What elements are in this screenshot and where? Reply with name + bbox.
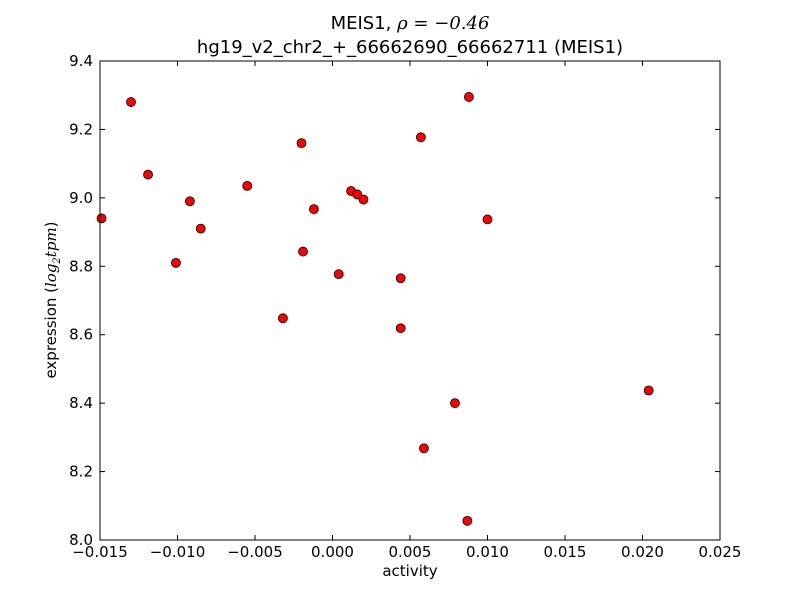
y-tick-label: 8.0 <box>69 531 93 549</box>
x-tick-label: −0.005 <box>227 543 283 561</box>
x-tick-label: 0.015 <box>544 543 587 561</box>
data-point-7 <box>277 313 288 324</box>
data-point-10 <box>308 204 319 215</box>
y-axis-label-subscript: 2 <box>52 257 63 264</box>
title-line: MEIS1, ρ = −0.46 <box>331 13 490 34</box>
title-correlation: ρ = −0.46 <box>396 13 489 34</box>
data-points <box>96 92 654 526</box>
data-point-19 <box>450 398 460 409</box>
data-point-23 <box>643 385 654 396</box>
x-tick-label: −0.015 <box>72 543 128 561</box>
data-point-1 <box>126 97 136 107</box>
y-axis-label: expression (log2tpm) <box>42 221 63 378</box>
data-point-15 <box>395 273 406 284</box>
y-tick-label: 9.4 <box>69 52 93 70</box>
y-axis-label-text: expression ( <box>42 287 60 379</box>
data-point-11 <box>333 269 344 280</box>
y-axis-label-unit: tpm <box>42 227 60 257</box>
data-point-20 <box>462 515 473 526</box>
x-tick-label: 0.020 <box>621 543 664 561</box>
y-tick-label: 8.4 <box>69 394 93 412</box>
y-axis-label-log: log <box>42 264 60 287</box>
y-tick-label: 9.0 <box>69 189 93 207</box>
x-tick-label: −0.010 <box>150 543 206 561</box>
data-point-18 <box>419 443 429 454</box>
data-point-9 <box>298 246 308 257</box>
y-tick-label: 9.2 <box>69 120 93 138</box>
data-point-0 <box>96 213 107 224</box>
plot-frame <box>99 60 721 541</box>
x-tick-label: 0.025 <box>699 543 742 561</box>
data-point-2 <box>143 169 153 180</box>
data-point-5 <box>195 223 206 234</box>
data-point-22 <box>482 214 493 225</box>
data-point-4 <box>184 196 195 207</box>
axis-ticks: −0.015 −0.010 −0.005 0.000 0.005 0.010 0.015 0.… <box>69 52 741 561</box>
x-axis-label: activity <box>382 562 437 580</box>
data-point-17 <box>415 132 426 143</box>
data-point-3 <box>171 257 181 268</box>
x-tick-label: 0.005 <box>389 543 432 561</box>
chart-title: MEIS1, ρ = −0.46 hg19_v2_chr2_+_66662690… <box>197 13 623 58</box>
data-point-21 <box>463 92 474 102</box>
x-tick-label: 0.010 <box>466 543 509 561</box>
y-tick-label: 8.8 <box>69 257 93 275</box>
data-point-6 <box>242 180 253 191</box>
title-gene: MEIS1, <box>331 13 398 34</box>
chart-subtitle: hg19_v2_chr2_+_66662690_66662711 (MEIS1) <box>197 37 623 58</box>
x-tick-label: 0.000 <box>311 543 354 561</box>
data-point-14 <box>358 194 369 205</box>
data-point-8 <box>296 138 307 149</box>
y-tick-label: 8.6 <box>69 326 93 344</box>
y-tick-label: 8.2 <box>69 463 93 481</box>
data-point-16 <box>395 323 406 334</box>
y-axis-label-close: ) <box>42 221 60 227</box>
